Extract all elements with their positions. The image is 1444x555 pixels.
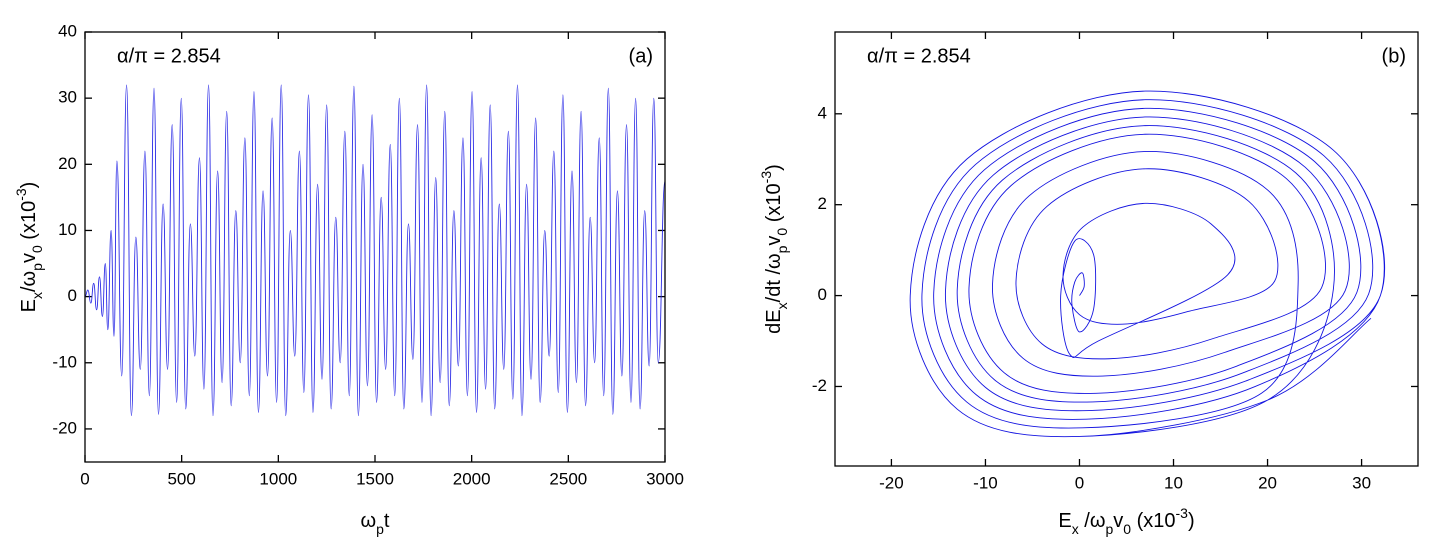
axis-title: Ex /ωpv0 (x10-3)	[1058, 505, 1194, 537]
axis-title: dEx/dt /ωpv0 (x10-3)	[758, 164, 790, 334]
axis-title-part: x	[774, 302, 790, 309]
data-line	[85, 84, 665, 417]
axis-title-part: 0	[1123, 521, 1131, 537]
y-tick-label: 2	[818, 194, 827, 213]
axis-title-part: E	[18, 299, 40, 312]
axis-title-part: p	[29, 263, 45, 271]
y-tick-label: 10	[58, 220, 77, 239]
annotation: α/π = 2.854	[117, 45, 221, 67]
y-tick-label: 20	[58, 154, 77, 173]
panel-label: (b)	[1382, 45, 1406, 67]
axis-title-part: /ω	[18, 271, 40, 292]
axis-title-part: (x10	[18, 201, 40, 245]
x-tick-label: -20	[879, 473, 904, 492]
axis-title: ωpt	[361, 510, 390, 536]
x-tick-label: 2500	[549, 469, 587, 488]
panel-label: (a)	[629, 45, 653, 67]
axis-title-part: E	[1058, 510, 1071, 532]
axis-title-part: dE	[763, 309, 785, 333]
axis-title-part: v	[18, 253, 40, 263]
axis-title-part: x	[29, 292, 45, 299]
x-tick-label: 30	[1352, 473, 1371, 492]
axis-title-part: -3	[758, 171, 774, 184]
annotation: α/π = 2.854	[867, 45, 971, 67]
y-tick-label: -10	[52, 352, 77, 371]
x-tick-label: 0	[80, 469, 89, 488]
x-tick-label: 1500	[356, 469, 394, 488]
axis-title-part: v	[1113, 510, 1123, 532]
y-tick-label: 40	[58, 21, 77, 40]
axis-title-part: /ω	[1079, 510, 1106, 532]
axis-title-part: x	[1072, 521, 1079, 537]
plot-frame	[84, 31, 666, 463]
axis-title-part: (x10	[763, 183, 785, 227]
y-tick-label: 30	[58, 88, 77, 107]
x-tick-label: 2000	[453, 469, 491, 488]
axis-title-part: p	[376, 521, 384, 537]
plot-frame	[834, 31, 1419, 467]
y-tick-label: 4	[818, 103, 827, 122]
axis-title-part: 0	[29, 245, 45, 253]
y-tick-label: -20	[52, 418, 77, 437]
axis-title-part: )	[1188, 510, 1195, 532]
axis-title-part: t	[384, 510, 390, 532]
axis-title-part: p	[774, 245, 790, 253]
axis-title-part: )	[763, 164, 785, 171]
y-tick-label: 0	[68, 286, 77, 305]
data-line	[909, 90, 1386, 438]
axis-title-part: p	[1105, 521, 1113, 537]
x-tick-label: 0	[1075, 473, 1084, 492]
y-tick-label: -2	[812, 376, 827, 395]
x-tick-label: 3000	[646, 469, 684, 488]
y-tick-label: 0	[818, 285, 827, 304]
axis-title-part: (x10	[1131, 510, 1175, 532]
axis-title-part: -3	[1176, 505, 1189, 521]
x-tick-label: 20	[1258, 473, 1277, 492]
axis-title-part: 0	[774, 228, 790, 236]
x-tick-label: -10	[973, 473, 998, 492]
axis-title-part: )	[18, 182, 40, 189]
x-tick-label: 1000	[259, 469, 297, 488]
x-tick-label: 10	[1164, 473, 1183, 492]
axis-title-part: ω	[361, 510, 377, 532]
axis-title-part: /dt /ω	[763, 253, 785, 302]
axis-title-part: v	[763, 236, 785, 246]
axis-title-part: -3	[13, 188, 29, 201]
axis-title: Ex/ωpv0 (x10-3)	[13, 182, 45, 313]
x-tick-label: 500	[167, 469, 195, 488]
